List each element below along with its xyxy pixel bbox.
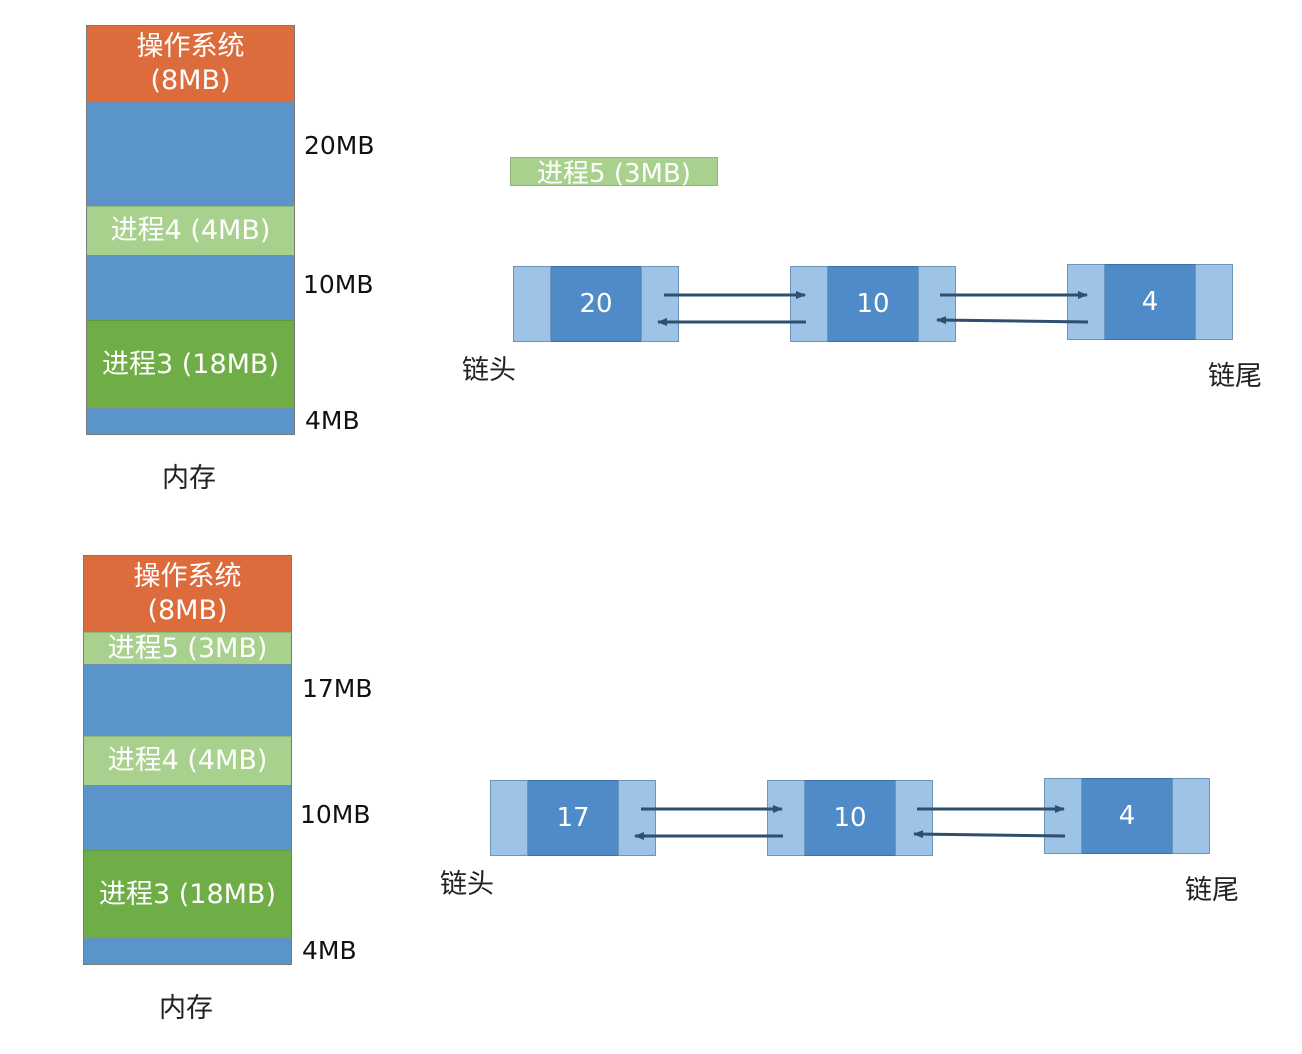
- bottom-os-block: 操作系统 (8MB): [83, 555, 292, 632]
- node-value: 17: [528, 780, 618, 856]
- bottom-size-label-1: 17MB: [302, 674, 373, 703]
- bottom-list-node-2: 10: [767, 780, 933, 856]
- node-next-pointer: [1195, 264, 1233, 340]
- bottom-free-block-4mb: [83, 938, 292, 965]
- node-value: 4: [1082, 778, 1172, 854]
- top-list-tail-label: 链尾: [1208, 361, 1262, 392]
- top-size-label-3: 4MB: [305, 406, 360, 435]
- top-os-block: 操作系统 (8MB): [86, 25, 295, 102]
- node-value: 4: [1105, 264, 1195, 340]
- bottom-free-block-10mb: [83, 785, 292, 850]
- node-prev-pointer: [1067, 264, 1105, 340]
- node-value: 10: [805, 780, 895, 856]
- node-next-pointer: [1172, 778, 1210, 854]
- node-next-pointer: [618, 780, 656, 856]
- node-value: 10: [828, 266, 918, 342]
- top-size-label-1: 20MB: [304, 131, 375, 160]
- bottom-size-label-3: 4MB: [302, 936, 357, 965]
- node-prev-pointer: [490, 780, 528, 856]
- bottom-prev-arrow-2: [913, 830, 1066, 839]
- bottom-list-node-1: 17: [490, 780, 656, 856]
- node-prev-pointer: [767, 780, 805, 856]
- top-free-block-20mb: [86, 102, 295, 206]
- top-process3-block: 进程3 (18MB): [86, 320, 295, 408]
- top-list-node-3: 4: [1067, 264, 1233, 340]
- bottom-process5-block: 进程5 (3MB): [83, 632, 292, 664]
- bottom-process4-block: 进程4 (4MB): [83, 736, 292, 785]
- node-prev-pointer: [790, 266, 828, 342]
- node-prev-pointer: [513, 266, 551, 342]
- node-value: 20: [551, 266, 641, 342]
- top-free-block-10mb: [86, 255, 295, 320]
- top-prev-arrow-2: [936, 316, 1089, 325]
- top-list-head-label: 链头: [462, 355, 516, 386]
- node-prev-pointer: [1044, 778, 1082, 854]
- top-free-block-4mb: [86, 408, 295, 435]
- bottom-list-head-label: 链头: [440, 869, 494, 900]
- bottom-memory-caption: 内存: [159, 993, 213, 1024]
- bottom-process3-block: 进程3 (18MB): [83, 850, 292, 938]
- top-memory-caption: 内存: [162, 463, 216, 494]
- node-next-pointer: [918, 266, 956, 342]
- node-next-pointer: [641, 266, 679, 342]
- bottom-list-node-3: 4: [1044, 778, 1210, 854]
- top-size-label-2: 10MB: [303, 270, 374, 299]
- incoming-process5-block: 进程5 (3MB): [510, 157, 718, 189]
- top-list-node-1: 20: [513, 266, 679, 342]
- top-list-node-2: 10: [790, 266, 956, 342]
- bottom-size-label-2: 10MB: [300, 800, 371, 829]
- top-process4-block: 进程4 (4MB): [86, 206, 295, 255]
- node-next-pointer: [895, 780, 933, 856]
- bottom-list-tail-label: 链尾: [1185, 875, 1239, 906]
- bottom-free-block-17mb: [83, 664, 292, 736]
